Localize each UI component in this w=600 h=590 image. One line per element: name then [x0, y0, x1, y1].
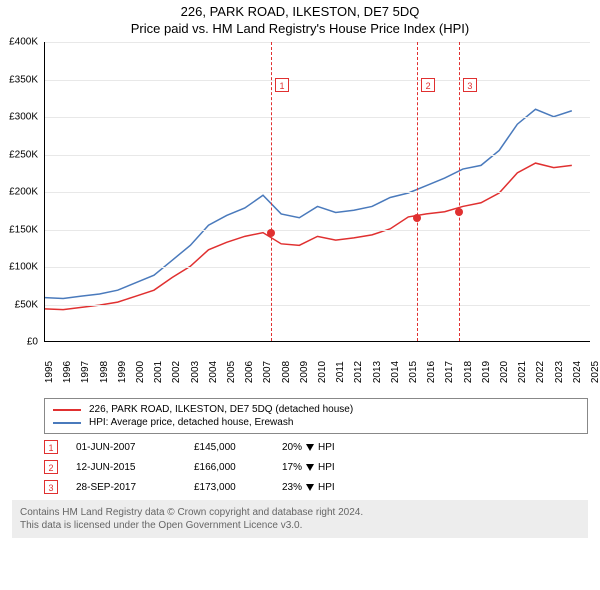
- legend-swatch-hpi: [53, 422, 81, 424]
- x-tick-label: 1995: [44, 361, 55, 383]
- legend-swatch-property: [53, 409, 81, 411]
- gridline: [45, 192, 590, 193]
- y-tick-label: £200K: [9, 187, 38, 198]
- event-price: £145,000: [194, 442, 264, 453]
- legend: 226, PARK ROAD, ILKESTON, DE7 5DQ (detac…: [44, 398, 588, 434]
- x-tick-label: 1997: [80, 361, 91, 383]
- x-tick-label: 2002: [171, 361, 182, 383]
- sale-event-row: 1 01-JUN-2007 £145,000 20% HPI: [44, 440, 588, 454]
- x-tick-label: 2010: [317, 361, 328, 383]
- x-axis: 1995 1996 1997 1998 1999 2000 2001 2002 2003 2004…: [44, 344, 590, 394]
- series-line-hpi: [45, 109, 572, 298]
- y-tick-label: £400K: [9, 37, 38, 48]
- gridline: [45, 155, 590, 156]
- y-tick-label: £150K: [9, 224, 38, 235]
- event-diff: 17% HPI: [282, 462, 335, 473]
- event-marker: 2: [44, 460, 58, 474]
- footer-line1: Contains HM Land Registry data © Crown c…: [20, 506, 580, 519]
- gridline: [45, 117, 590, 118]
- chart-container: £0 £50K £100K £150K £200K £250K £300K £350K £400…: [0, 36, 600, 396]
- legend-label-property: 226, PARK ROAD, ILKESTON, DE7 5DQ (detac…: [89, 404, 353, 415]
- sale-marker-line: [417, 42, 418, 341]
- gridline: [45, 305, 590, 306]
- plot-area: 1 2 3: [44, 42, 590, 342]
- event-date: 01-JUN-2007: [76, 442, 176, 453]
- y-axis: £0£50K£100K£150K£200K£250K£300K£350K£400…: [0, 42, 40, 342]
- x-tick-label: 2019: [481, 361, 492, 383]
- x-tick-label: 1998: [99, 361, 110, 383]
- footer-attribution: Contains HM Land Registry data © Crown c…: [12, 500, 588, 538]
- x-tick-label: 2017: [444, 361, 455, 383]
- footer-line2: This data is licensed under the Open Gov…: [20, 519, 580, 532]
- x-tick-label: 2023: [554, 361, 565, 383]
- event-date: 28-SEP-2017: [76, 482, 176, 493]
- event-marker: 3: [44, 480, 58, 494]
- sale-dot: [267, 229, 275, 237]
- events-table: 1 01-JUN-2007 £145,000 20% HPI 2 12-JUN-2015 £…: [44, 440, 588, 494]
- x-tick-label: 2018: [463, 361, 474, 383]
- x-tick-label: 2009: [299, 361, 310, 383]
- chart-title-block: 226, PARK ROAD, ILKESTON, DE7 5DQ Price …: [0, 0, 600, 36]
- x-tick-label: 2000: [135, 361, 146, 383]
- legend-item-hpi: HPI: Average price, detached house, Erew…: [53, 416, 579, 429]
- sale-event-row: 2 12-JUN-2015 £166,000 17% HPI: [44, 460, 588, 474]
- y-tick-label: £300K: [9, 112, 38, 123]
- legend-label-hpi: HPI: Average price, detached house, Erew…: [89, 417, 293, 428]
- y-tick-label: £50K: [15, 299, 38, 310]
- y-tick-label: £350K: [9, 74, 38, 85]
- event-diff: 23% HPI: [282, 482, 335, 493]
- arrow-down-icon: [306, 464, 314, 471]
- x-tick-label: 1996: [62, 361, 73, 383]
- x-tick-label: 2024: [572, 361, 583, 383]
- title-subtitle: Price paid vs. HM Land Registry's House …: [0, 21, 600, 36]
- arrow-down-icon: [306, 444, 314, 451]
- x-tick-label: 2020: [499, 361, 510, 383]
- x-tick-label: 2001: [153, 361, 164, 383]
- event-diff: 20% HPI: [282, 442, 335, 453]
- x-tick-label: 2005: [226, 361, 237, 383]
- sale-marker-line: [271, 42, 272, 341]
- legend-item-property: 226, PARK ROAD, ILKESTON, DE7 5DQ (detac…: [53, 403, 579, 416]
- sale-marker-line: [459, 42, 460, 341]
- sale-marker-box: 3: [463, 78, 477, 92]
- title-address: 226, PARK ROAD, ILKESTON, DE7 5DQ: [0, 4, 600, 19]
- gridline: [45, 267, 590, 268]
- event-price: £166,000: [194, 462, 264, 473]
- x-tick-label: 2003: [190, 361, 201, 383]
- event-date: 12-JUN-2015: [76, 462, 176, 473]
- event-marker: 1: [44, 440, 58, 454]
- x-tick-label: 2012: [353, 361, 364, 383]
- x-tick-label: 2016: [426, 361, 437, 383]
- x-tick-label: 2006: [244, 361, 255, 383]
- x-tick-label: 2021: [517, 361, 528, 383]
- arrow-down-icon: [306, 484, 314, 491]
- x-tick-label: 2014: [390, 361, 401, 383]
- y-tick-label: £250K: [9, 149, 38, 160]
- x-tick-label: 2015: [408, 361, 419, 383]
- sale-marker-box: 1: [275, 78, 289, 92]
- x-tick-label: 1999: [117, 361, 128, 383]
- gridline: [45, 42, 590, 43]
- sale-event-row: 3 28-SEP-2017 £173,000 23% HPI: [44, 480, 588, 494]
- x-tick-label: 2004: [208, 361, 219, 383]
- x-tick-label: 2008: [281, 361, 292, 383]
- y-tick-label: £100K: [9, 262, 38, 273]
- gridline: [45, 80, 590, 81]
- x-tick-label: 2013: [372, 361, 383, 383]
- x-tick-label: 2011: [335, 361, 346, 383]
- gridline: [45, 230, 590, 231]
- y-tick-label: £0: [27, 337, 38, 348]
- x-tick-label: 2007: [262, 361, 273, 383]
- sale-marker-box: 2: [421, 78, 435, 92]
- event-price: £173,000: [194, 482, 264, 493]
- sale-dot: [455, 208, 463, 216]
- x-tick-label: 2022: [535, 361, 546, 383]
- sale-dot: [413, 214, 421, 222]
- x-tick-label: 2025: [590, 361, 600, 383]
